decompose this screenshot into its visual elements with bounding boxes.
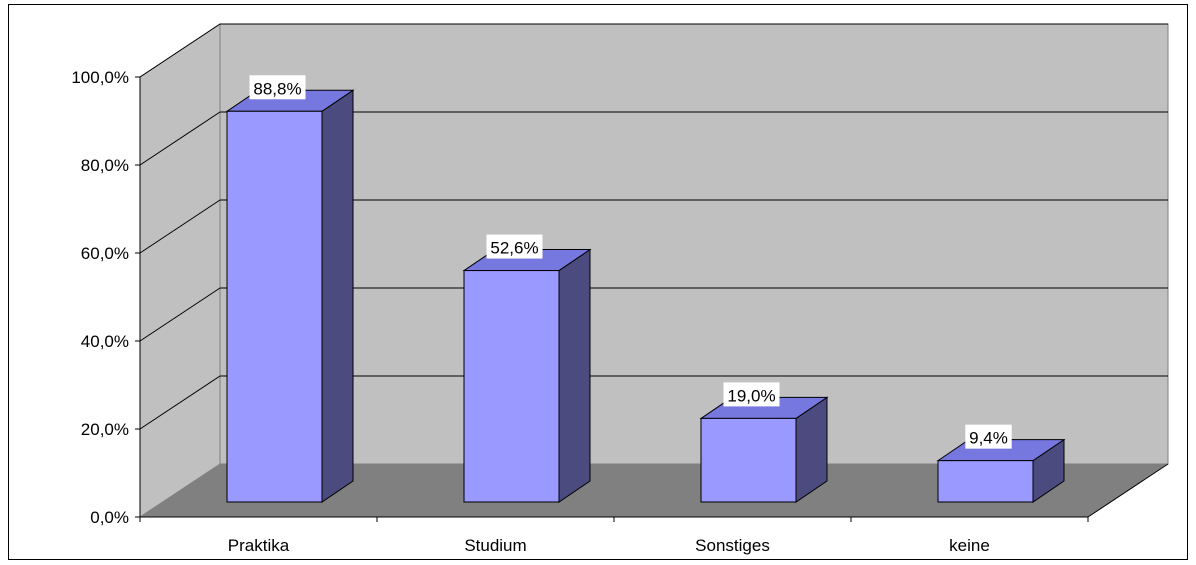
data-labels: 88,8% 52,6% 19,0% 9,4%: [249, 75, 1012, 449]
floor-edge: [1087, 463, 1169, 518]
bar-front: [700, 417, 797, 503]
x-tick-label: keine: [949, 536, 990, 555]
side-wall: [139, 23, 221, 518]
gridlines: [139, 23, 1168, 430]
back-wall: [219, 23, 1169, 465]
side-gridline-20: [139, 375, 221, 430]
x-tick-label: Studium: [464, 536, 526, 555]
bar-front: [463, 270, 560, 503]
y-tick-label: 100,0%: [71, 68, 129, 87]
data-label: 9,4%: [969, 429, 1008, 448]
data-label-bg: [723, 382, 780, 407]
y-tick-label: 20,0%: [81, 420, 129, 439]
chart-walls: [139, 23, 1169, 518]
side-gridline-60: [139, 199, 221, 254]
floor: [140, 464, 1168, 517]
chart-floor: [140, 463, 1169, 518]
bar-side: [558, 248, 591, 503]
data-label: 19,0%: [727, 386, 775, 405]
bar-front: [937, 460, 1034, 503]
data-label-bg: [486, 234, 543, 259]
bar-Sonstiges: [699, 396, 829, 503]
side-gridline-40: [139, 287, 221, 342]
data-label-bg: [965, 424, 1012, 449]
data-label-bg: [249, 75, 306, 100]
data-label: 88,8%: [253, 79, 301, 98]
side-gridline-100: [139, 23, 221, 78]
y-tick-label: 40,0%: [81, 332, 129, 351]
x-tick-label: Praktika: [228, 536, 290, 555]
axes: 0,0% 20,0% 40,0% 60,0% 80,0% 100,0% Praktika St…: [71, 68, 1089, 555]
x-tick-label: Sonstiges: [695, 536, 770, 555]
bar-Praktika: [225, 89, 355, 503]
bar-side: [321, 89, 354, 503]
y-tick-label: 60,0%: [81, 244, 129, 263]
bars: [225, 89, 1066, 503]
side-gridline-80: [139, 111, 221, 166]
data-label: 52,6%: [490, 239, 538, 258]
y-tick-label: 0,0%: [90, 508, 129, 527]
bar-keine: [936, 438, 1066, 503]
bar-front: [226, 110, 323, 503]
bar-Studium: [462, 248, 592, 503]
y-tick-label: 80,0%: [81, 156, 129, 175]
